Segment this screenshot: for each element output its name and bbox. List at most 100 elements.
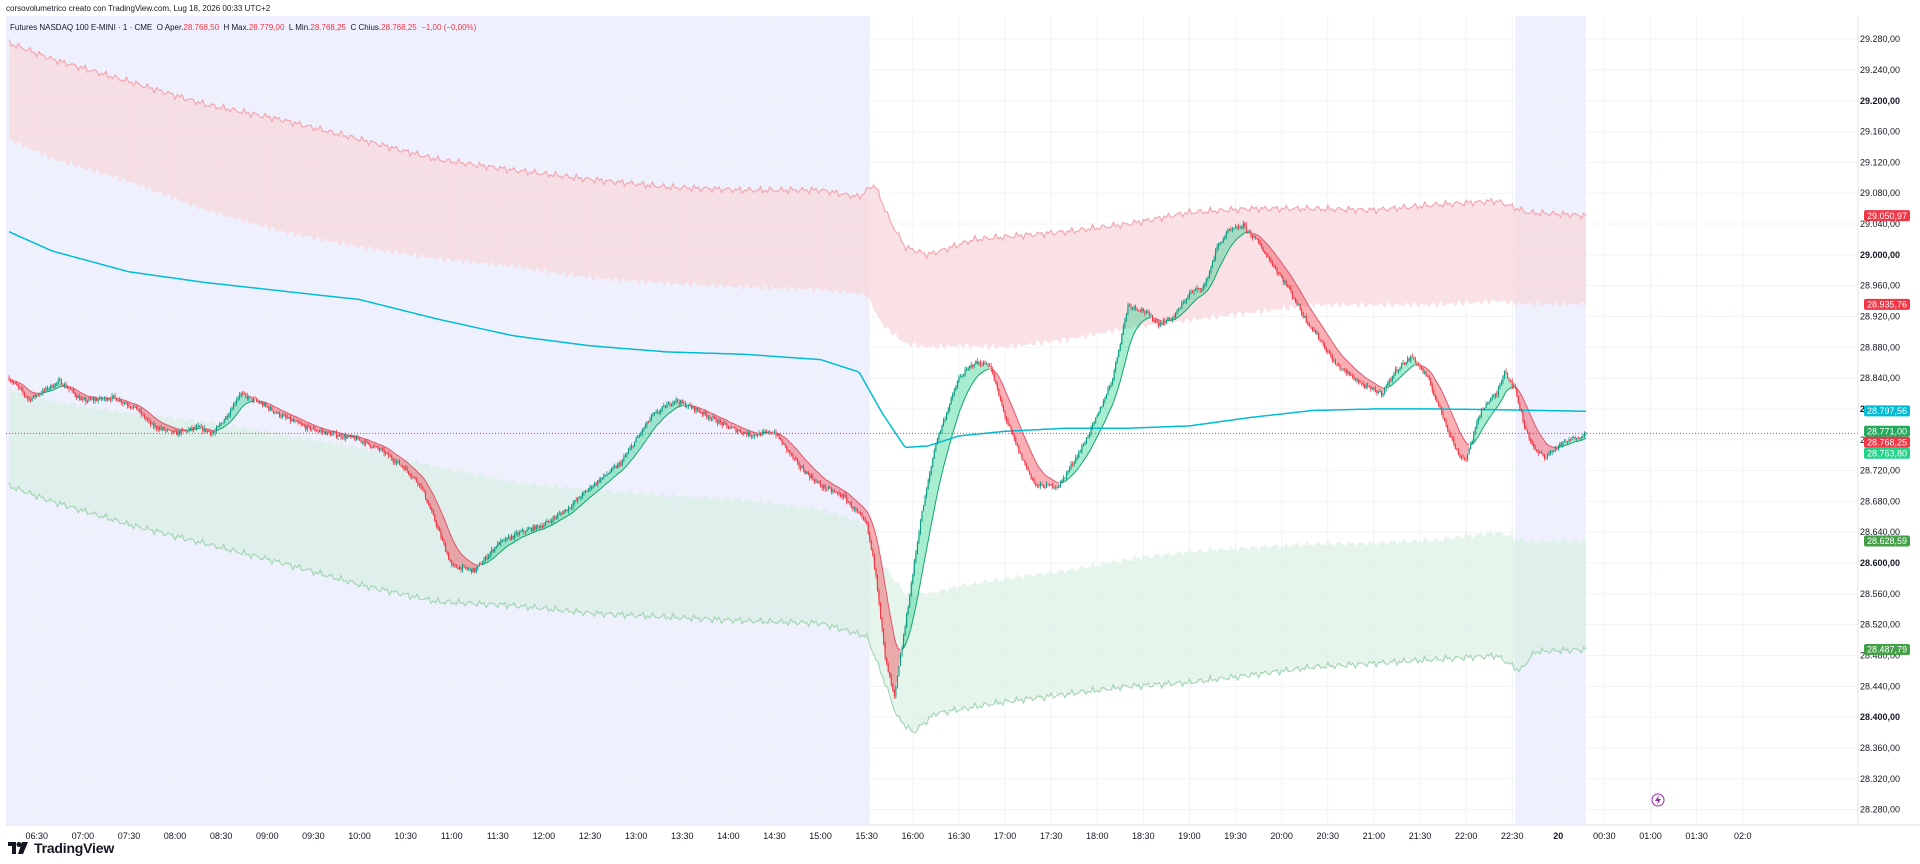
candle-body: [317, 431, 319, 432]
candle-body: [297, 421, 299, 423]
candle-body: [1167, 317, 1169, 321]
candle-body: [640, 433, 642, 435]
candle-body: [544, 522, 547, 526]
time-tick-label: 18:00: [1086, 831, 1109, 841]
candle-body: [752, 436, 754, 438]
candle-body: [601, 477, 603, 479]
lightning-icon[interactable]: [1651, 793, 1665, 807]
candle-body: [83, 398, 85, 400]
candle-body: [1327, 351, 1329, 353]
candle-body: [881, 617, 883, 629]
tradingview-brand[interactable]: TradingView: [8, 838, 114, 858]
candle-body: [1553, 450, 1555, 452]
candle-body: [1258, 239, 1260, 243]
time-axis[interactable]: 06:30 07:00 07:30 08:00 08:30 09:00 09:30 10:00…: [6, 824, 1920, 841]
candle-body: [1221, 242, 1223, 244]
candle-body: [643, 428, 645, 430]
candle-body: [1076, 457, 1078, 459]
candle-body: [145, 418, 147, 420]
candle-body: [1368, 385, 1370, 388]
candle-body: [169, 429, 171, 431]
candle-body: [1075, 457, 1077, 463]
candle-body: [959, 376, 961, 378]
candle-body: [501, 539, 503, 541]
candle-body: [239, 394, 241, 398]
candle-body: [614, 466, 616, 468]
candle-body: [398, 461, 400, 465]
candle-body: [30, 399, 32, 401]
candle-body: [1373, 387, 1375, 389]
candle-body: [423, 488, 425, 492]
candle-body: [778, 434, 780, 439]
candle-body: [414, 477, 416, 479]
candle-body: [641, 429, 643, 434]
candle-body: [566, 509, 568, 511]
candle-body: [855, 508, 857, 511]
candle-body: [899, 655, 902, 666]
candle-body: [494, 547, 496, 552]
candle-body: [1079, 451, 1081, 453]
candle-body: [1493, 396, 1495, 398]
candle-body: [295, 420, 298, 422]
candle-body: [1467, 453, 1469, 460]
time-tick-label: 11:00: [441, 831, 463, 841]
candle-body: [859, 513, 862, 515]
candle-body: [403, 467, 405, 471]
candle-body: [216, 427, 218, 431]
candle-body: [798, 462, 800, 467]
candle-body: [160, 427, 162, 430]
candle-body: [1428, 376, 1430, 380]
candle-body: [1239, 227, 1241, 229]
candle-body: [869, 532, 871, 541]
candle-body: [1210, 266, 1212, 272]
candle-body: [947, 409, 949, 414]
open-prefix: Aper.: [164, 23, 184, 32]
candle-body: [451, 561, 453, 565]
candle-body: [913, 561, 915, 575]
candle-body: [488, 555, 490, 559]
candle-body: [1087, 436, 1089, 438]
candle-body: [884, 643, 886, 658]
candle-body: [1118, 349, 1120, 358]
candle-body: [1070, 463, 1072, 468]
candle-body: [1251, 236, 1253, 238]
candle-body: [1201, 289, 1203, 291]
candle-body: [93, 399, 95, 401]
candle-body: [154, 425, 156, 428]
candle-body: [472, 568, 474, 573]
candle-body: [575, 500, 577, 502]
candle-body: [515, 532, 517, 534]
candle-body: [406, 467, 408, 471]
candle-body: [452, 564, 454, 566]
candle-body: [412, 477, 414, 479]
high-value: 28.779,00: [248, 23, 285, 32]
candle-body: [1218, 243, 1220, 247]
time-tick-label: 19:00: [1178, 831, 1201, 841]
candle-body: [1576, 438, 1578, 440]
time-tick-label: 17:00: [994, 831, 1017, 841]
candle-body: [1337, 364, 1340, 366]
candle-body: [34, 395, 36, 397]
candle-body: [1090, 426, 1092, 434]
candle-body: [1550, 452, 1552, 454]
candle-body: [1419, 364, 1421, 368]
candle-body: [153, 423, 155, 428]
candle-body: [1414, 358, 1416, 363]
candle-body: [446, 551, 448, 554]
candle-body: [36, 395, 38, 397]
time-tick-label: 01:00: [1639, 831, 1662, 841]
candle-body: [157, 428, 159, 430]
candle-body: [274, 412, 276, 414]
candle-body: [574, 500, 576, 504]
candle-body: [681, 400, 683, 403]
candle-body: [996, 383, 998, 389]
candle-body: [275, 412, 278, 414]
candle-body: [695, 408, 697, 412]
candle-body: [1231, 228, 1234, 230]
candle-body: [62, 384, 64, 387]
price-axis[interactable]: 28.280,00 28.320,00 28.360,00 28.400,00 28.4…: [1857, 16, 1900, 825]
time-tick-label: 22:30: [1501, 831, 1524, 841]
trend-average-line: [65, 385, 99, 399]
candle-body: [1121, 334, 1123, 344]
